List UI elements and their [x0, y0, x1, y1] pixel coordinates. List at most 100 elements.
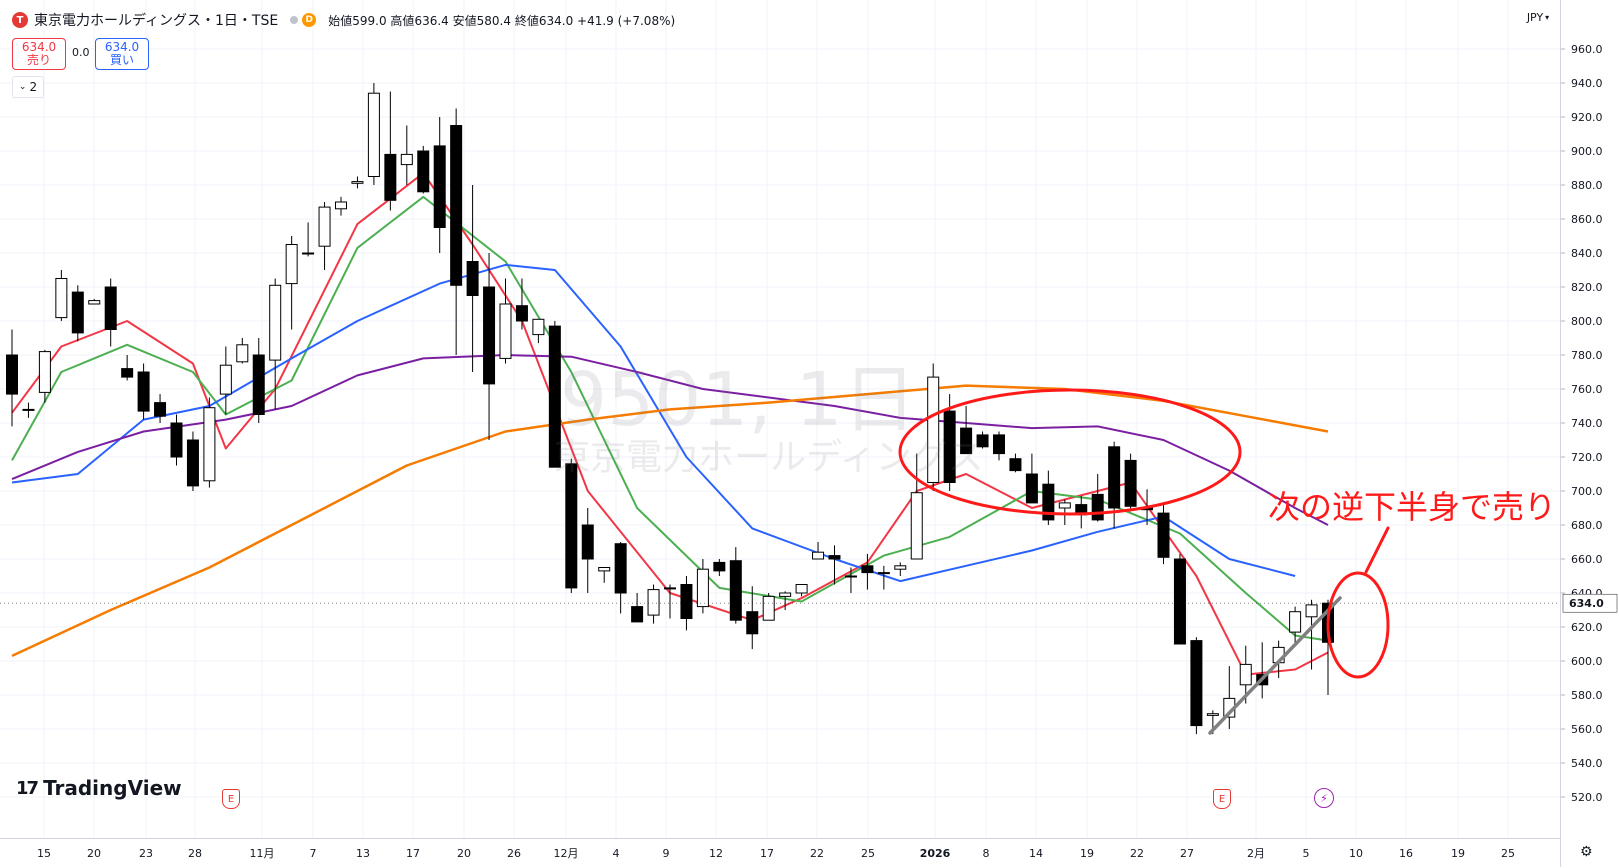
time-tick-label: 26 [507, 847, 521, 860]
candle-body [647, 589, 660, 616]
candle [1108, 441, 1121, 529]
gear-icon[interactable]: ⚙ [1580, 844, 1593, 860]
candle [104, 278, 117, 347]
time-axis[interactable]: 15 20 23 28 11月 7 13 17 20 26 12月 4 9 12 17 22 25 2026 8 14… [0, 838, 1560, 868]
ellipse-drawing [1326, 571, 1390, 679]
candle [367, 83, 380, 185]
symbol-logo-icon[interactable]: T [12, 12, 28, 28]
candle [1157, 502, 1170, 565]
candle-body [976, 434, 989, 448]
buy-price: 634.0 [104, 40, 140, 54]
candle-body [581, 524, 594, 560]
candle-body [121, 368, 134, 378]
candle-body [877, 572, 890, 575]
candle [6, 329, 18, 427]
tradingview-logo[interactable]: 17 TradingView [16, 776, 182, 800]
price-chart[interactable] [0, 0, 1560, 838]
candle-body [104, 286, 117, 330]
candle-body [252, 354, 265, 415]
candle-body [1206, 713, 1219, 716]
buy-button[interactable]: 634.0 買い [95, 38, 149, 70]
time-tick-label: 10 [1349, 847, 1363, 860]
candle [121, 355, 134, 381]
symbol-title[interactable]: 東京電力ホールディングス・1日・TSE [34, 13, 279, 29]
candle [466, 185, 479, 372]
candle-body [186, 439, 199, 487]
annotation-text[interactable]: 次の逆下半身で売り [1268, 488, 1557, 526]
price-tick-label: 520.0 [1571, 791, 1603, 804]
price-tick-label: 540.0 [1571, 757, 1603, 770]
candle-body [960, 427, 973, 455]
candle [565, 458, 578, 593]
candle-body [894, 565, 907, 570]
time-tick-label: 13 [356, 847, 370, 860]
time-tick-label: 27 [1180, 847, 1194, 860]
close-value: 634.0 [538, 13, 574, 28]
price-axis[interactable]: 960.0 940.0 920.0 900.0 880.0 860.0 840.0 820.0… [1560, 0, 1619, 867]
candle [631, 593, 644, 623]
candle-body [302, 252, 315, 255]
candle [598, 567, 611, 583]
time-tick-label: 14 [1029, 847, 1043, 860]
candle [1075, 496, 1088, 529]
tradingview-logo-icon: 17 [16, 777, 39, 799]
candle [22, 402, 35, 418]
price-tick-label: 860.0 [1571, 213, 1603, 226]
current-price-box [1562, 593, 1618, 613]
candle-body [943, 410, 956, 484]
candle-body [38, 351, 51, 393]
candle [335, 196, 347, 216]
candle-body [565, 463, 578, 589]
time-tick-label: 22 [810, 847, 824, 860]
candle [1009, 453, 1022, 473]
data-status[interactable]: D [290, 13, 317, 27]
time-tick-label: 7 [310, 847, 317, 860]
time-tick-label: 8 [983, 847, 990, 860]
currency-selector[interactable]: JPY ▾ [1524, 8, 1552, 26]
candle [861, 553, 874, 590]
candle-body [269, 284, 282, 361]
time-tick-label: 16 [1399, 847, 1413, 860]
candle-body [1042, 483, 1055, 521]
candle-body [696, 568, 709, 608]
price-tick-label: 920.0 [1571, 111, 1603, 124]
candle-body [844, 575, 857, 578]
candle-body [631, 606, 644, 623]
lightning-icon[interactable]: ⚡ [1314, 788, 1334, 808]
earnings-label: E [227, 793, 235, 805]
candle-body [1124, 459, 1137, 507]
price-tick-label: 940.0 [1571, 77, 1603, 90]
candle-body [1173, 558, 1186, 645]
price-tick-label: 660.0 [1571, 553, 1603, 566]
candle [910, 453, 923, 560]
candle [71, 285, 84, 342]
candle-body [1190, 640, 1203, 727]
candle-body [170, 422, 183, 458]
indicators-collapse-button[interactable]: ⌄ 2 [12, 76, 44, 98]
candle [450, 108, 463, 355]
price-tick-label: 800.0 [1571, 315, 1603, 328]
time-tick-label: 20 [87, 847, 101, 860]
candle [400, 125, 413, 185]
candle-body [828, 555, 841, 560]
low-value: 580.4 [476, 13, 511, 28]
candle-body [1157, 512, 1170, 558]
earnings-icon[interactable]: E [1213, 789, 1231, 809]
candle-body [1289, 611, 1302, 633]
chart-area[interactable] [0, 0, 1560, 838]
time-tick-label: 4 [613, 847, 620, 860]
candle [1256, 642, 1269, 699]
time-tick-label: 22 [1130, 847, 1144, 860]
candle [483, 253, 496, 440]
candle [894, 562, 907, 576]
sell-button[interactable]: 634.0 売り [12, 38, 66, 70]
price-tick-label: 620.0 [1571, 621, 1603, 634]
candle [680, 576, 693, 631]
candle-body [680, 584, 693, 619]
time-tick-label: 25 [861, 847, 875, 860]
candle [532, 318, 545, 344]
candle-body [762, 595, 775, 621]
spread-value: 0.0 [72, 46, 90, 59]
candle-body [367, 92, 380, 177]
earnings-icon[interactable]: E [222, 789, 240, 809]
